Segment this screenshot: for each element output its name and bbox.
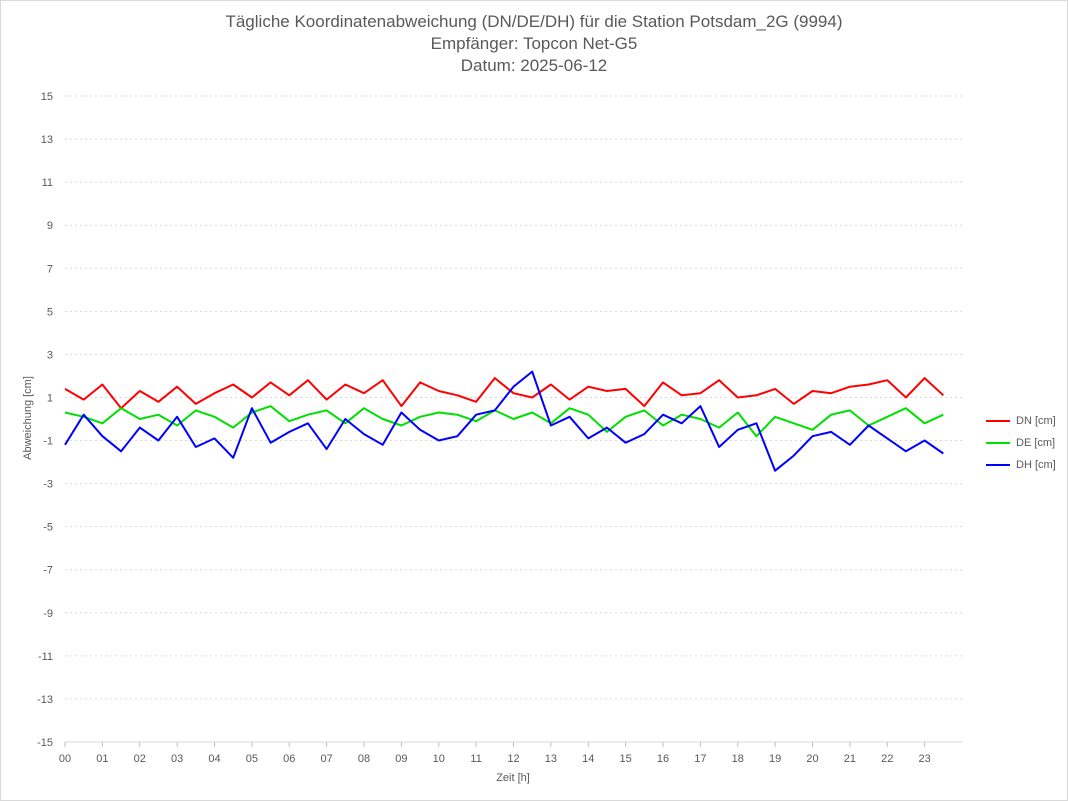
x-tick-label: 04 [208, 753, 220, 765]
y-tick-label: -7 [43, 565, 53, 577]
y-tick-label: 11 [42, 177, 53, 189]
x-tick-label: 07 [321, 753, 333, 765]
x-tick-label: 18 [732, 753, 744, 765]
y-tick-label: 7 [47, 263, 53, 275]
series-line-de [64, 405, 944, 438]
x-tick-label: 14 [582, 753, 594, 765]
x-tick-label: 21 [844, 753, 856, 765]
x-tick-label: 09 [395, 753, 407, 765]
x-tick-label: 15 [620, 753, 632, 765]
legend-label-dh: DH [cm] [1016, 459, 1056, 471]
y-tick-label: 15 [41, 91, 53, 103]
series-lines [64, 370, 944, 472]
legend: DN [cm] DE [cm] DH [cm] [986, 410, 1056, 476]
legend-swatch-dn [986, 420, 1010, 422]
chart-subtitle-receiver: Empfänger: Topcon Net-G5 [430, 34, 638, 53]
legend-swatch-de [986, 442, 1010, 444]
y-tick-label: 13 [41, 134, 53, 146]
y-tick-label: -15 [37, 737, 53, 749]
x-axis-label: Zeit [h] [496, 772, 530, 784]
y-tick-label: -11 [38, 651, 53, 663]
x-tick-labels: 00 01 02 03 04 05 06 07 08 09 10 11 12 13 14 15 16 17 18 19… [59, 742, 931, 765]
x-tick-label: 23 [919, 753, 931, 765]
series-line-dh [64, 370, 944, 472]
x-tick-label: 00 [59, 753, 71, 765]
y-tick-label: 9 [47, 220, 53, 232]
chart-subtitle-date: Datum: 2025-06-12 [460, 56, 608, 75]
x-tick-label: 10 [433, 753, 445, 765]
x-tick-label: 19 [769, 753, 781, 765]
x-tick-label: 05 [246, 753, 258, 765]
y-tick-label: -5 [43, 522, 53, 534]
y-tick-label: -9 [43, 608, 53, 620]
x-tick-label: 12 [507, 753, 519, 765]
x-tick-label: 22 [881, 753, 893, 765]
y-axis-label: Abweichung [cm] [22, 376, 34, 460]
legend-swatch-dh [986, 464, 1010, 466]
x-tick-label: 08 [358, 753, 370, 765]
x-tick-label: 11 [470, 753, 481, 765]
y-tick-label: 5 [47, 306, 53, 318]
legend-item-dh: DH [cm] [986, 454, 1056, 476]
legend-item-dn: DN [cm] [986, 410, 1056, 432]
title-block: Tägliche Koordinatenabweichung (DN/DE/DH… [1, 11, 1067, 77]
y-tick-labels: 15 13 11 9 7 5 3 1 -1 -3 -5 -7 -9 -11 -13 -15 [37, 91, 53, 749]
y-tick-label: 3 [47, 349, 53, 361]
x-tick-label: 06 [283, 753, 295, 765]
series-line-dn [64, 377, 944, 410]
x-tick-label: 02 [134, 753, 146, 765]
legend-item-de: DE [cm] [986, 432, 1056, 454]
legend-label-dn: DN [cm] [1016, 415, 1056, 427]
x-tick-label: 13 [545, 753, 557, 765]
legend-label-de: DE [cm] [1016, 437, 1056, 449]
chart-title: Tägliche Koordinatenabweichung (DN/DE/DH… [225, 12, 843, 31]
y-tick-label: -1 [43, 436, 53, 448]
x-tick-label: 01 [96, 753, 108, 765]
x-tick-label: 16 [657, 753, 669, 765]
y-tick-label: 1 [47, 392, 53, 404]
y-tick-label: -13 [37, 694, 53, 706]
x-tick-label: 17 [694, 753, 706, 765]
x-tick-label: 20 [806, 753, 818, 765]
x-tick-label: 03 [171, 753, 183, 765]
y-tick-label: -3 [43, 479, 53, 491]
